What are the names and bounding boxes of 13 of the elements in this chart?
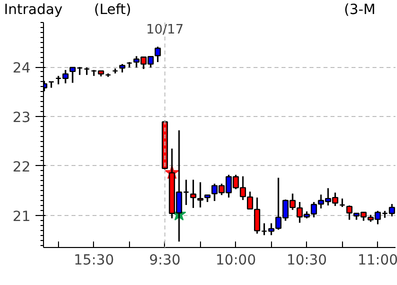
text: (3-M (344, 1, 376, 20)
chart-title: Intraday (4, 1, 63, 20)
x-tick-label: 10:00 (216, 252, 256, 268)
y-tick-label: 21 (12, 208, 31, 225)
ref-line-label: 10/17 (146, 22, 184, 38)
chart-subtitle: (Left) (94, 1, 132, 20)
x-tick-label: 11:00 (358, 252, 397, 268)
x-tick-label: 15:30 (74, 252, 114, 268)
y-tick-label: 23 (12, 110, 31, 126)
x-tick-label: 10:30 (286, 252, 327, 268)
y-tick-label: 22 (12, 159, 31, 176)
y-tick-label: 24 (12, 60, 31, 77)
x-tick-label: 9:30 (149, 252, 181, 268)
